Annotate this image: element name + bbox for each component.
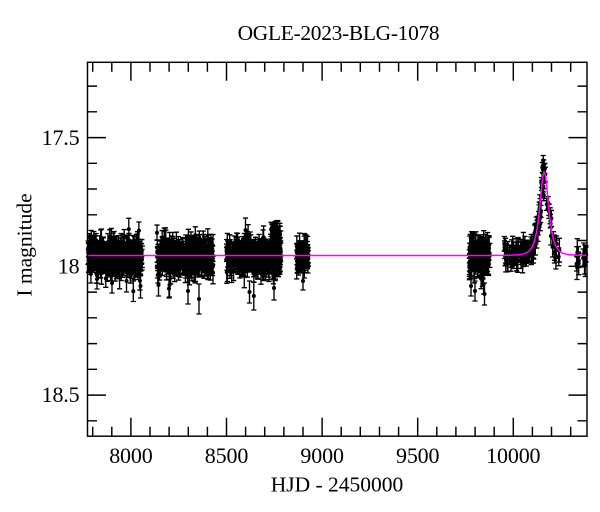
svg-text:9000: 9000: [300, 443, 344, 468]
svg-text:10000: 10000: [486, 443, 540, 468]
svg-text:8000: 8000: [109, 443, 153, 468]
svg-text:18: 18: [58, 254, 80, 279]
svg-text:I magnitude: I magnitude: [13, 193, 37, 296]
svg-text:OGLE-2023-BLG-1078: OGLE-2023-BLG-1078: [238, 21, 440, 45]
svg-text:9500: 9500: [396, 443, 440, 468]
svg-text:8500: 8500: [205, 443, 249, 468]
svg-text:18.5: 18.5: [42, 382, 80, 407]
svg-text:17.5: 17.5: [42, 125, 80, 150]
svg-text:HJD - 2450000: HJD - 2450000: [271, 472, 404, 496]
